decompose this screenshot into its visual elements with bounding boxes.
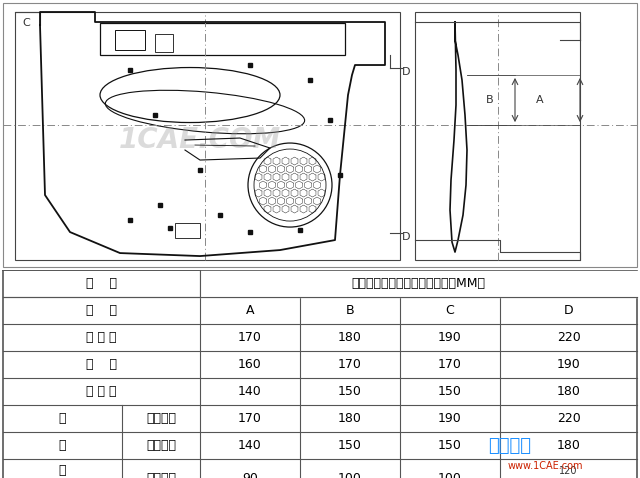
Text: 220: 220 <box>557 412 580 425</box>
Text: D: D <box>564 304 573 317</box>
Text: 名    称: 名 称 <box>86 304 117 317</box>
Text: B: B <box>346 304 355 317</box>
Text: 120: 120 <box>559 466 578 476</box>
Text: 180: 180 <box>338 331 362 344</box>
Text: 150: 150 <box>338 439 362 452</box>
Text: A: A <box>536 95 544 105</box>
Text: 170: 170 <box>238 412 262 425</box>
Text: 仿真在线: 仿真在线 <box>488 437 531 455</box>
Text: 总: 总 <box>59 412 67 425</box>
Bar <box>100 23 345 55</box>
Text: 门板模具强度参考尺寨（单位：MM）: 门板模具强度参考尺寨（单位：MM） <box>351 277 486 290</box>
Text: 规
范: 规 范 <box>59 465 67 478</box>
Text: 佛 吉 亚: 佛 吉 亚 <box>86 331 116 344</box>
Text: A: A <box>246 304 254 317</box>
Text: 100: 100 <box>338 472 362 478</box>
Text: 伟 世 通: 伟 世 通 <box>86 385 116 398</box>
Text: 220: 220 <box>557 331 580 344</box>
Text: 140: 140 <box>238 385 262 398</box>
Text: 180: 180 <box>557 385 580 398</box>
Text: 150: 150 <box>438 385 462 398</box>
Text: 100: 100 <box>438 472 462 478</box>
Text: 实验模具: 实验模具 <box>146 472 176 478</box>
Bar <box>415 12 580 260</box>
Text: C: C <box>445 304 454 317</box>
Text: 结: 结 <box>59 439 67 452</box>
Text: 190: 190 <box>438 331 462 344</box>
Text: 180: 180 <box>338 412 362 425</box>
Text: www.1CAE.com: www.1CAE.com <box>508 461 583 471</box>
Text: 170: 170 <box>338 358 362 371</box>
Text: 150: 150 <box>438 439 462 452</box>
Text: 170: 170 <box>438 358 462 371</box>
Text: 150: 150 <box>338 385 362 398</box>
Text: 190: 190 <box>557 358 580 371</box>
Text: 国内模具: 国内模具 <box>146 439 176 452</box>
Text: B: B <box>486 95 494 105</box>
Text: 140: 140 <box>238 439 262 452</box>
Text: 铃    木: 铃 木 <box>86 358 117 371</box>
Text: 170: 170 <box>238 331 262 344</box>
Text: D: D <box>402 232 410 242</box>
Bar <box>175 223 200 238</box>
Bar <box>115 30 145 50</box>
Text: C: C <box>22 18 29 28</box>
Bar <box>15 12 400 260</box>
Text: 客    户: 客 户 <box>86 277 117 290</box>
Text: 国外模具: 国外模具 <box>146 412 176 425</box>
Text: 1CAE.COM: 1CAE.COM <box>119 126 281 154</box>
Text: 190: 190 <box>438 412 462 425</box>
Text: D: D <box>402 67 410 77</box>
Text: 160: 160 <box>238 358 262 371</box>
Text: 180: 180 <box>557 439 580 452</box>
Bar <box>155 34 173 52</box>
Text: 90: 90 <box>242 472 258 478</box>
